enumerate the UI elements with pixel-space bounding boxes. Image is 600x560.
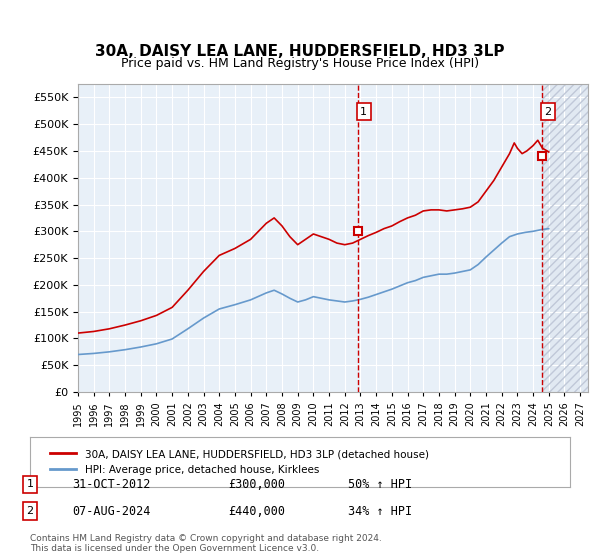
Text: 1: 1 [360,107,367,116]
Text: Contains HM Land Registry data © Crown copyright and database right 2024.
This d: Contains HM Land Registry data © Crown c… [30,534,382,553]
Text: 1: 1 [26,479,34,489]
Bar [542,84,588,392]
Legend: 30A, DAISY LEA LANE, HUDDERSFIELD, HD3 3LP (detached house), HPI: Average price,: 30A, DAISY LEA LANE, HUDDERSFIELD, HD3 3… [46,445,433,479]
Text: 50% ↑ HPI: 50% ↑ HPI [348,478,412,491]
Text: £300,000: £300,000 [228,478,285,491]
Text: 2: 2 [545,107,552,116]
Text: £440,000: £440,000 [228,505,285,518]
Text: 30A, DAISY LEA LANE, HUDDERSFIELD, HD3 3LP: 30A, DAISY LEA LANE, HUDDERSFIELD, HD3 3… [95,44,505,59]
Text: 2: 2 [26,506,34,516]
Text: 07-AUG-2024: 07-AUG-2024 [72,505,151,518]
Text: Price paid vs. HM Land Registry's House Price Index (HPI): Price paid vs. HM Land Registry's House … [121,57,479,70]
Text: 31-OCT-2012: 31-OCT-2012 [72,478,151,491]
Text: 34% ↑ HPI: 34% ↑ HPI [348,505,412,518]
